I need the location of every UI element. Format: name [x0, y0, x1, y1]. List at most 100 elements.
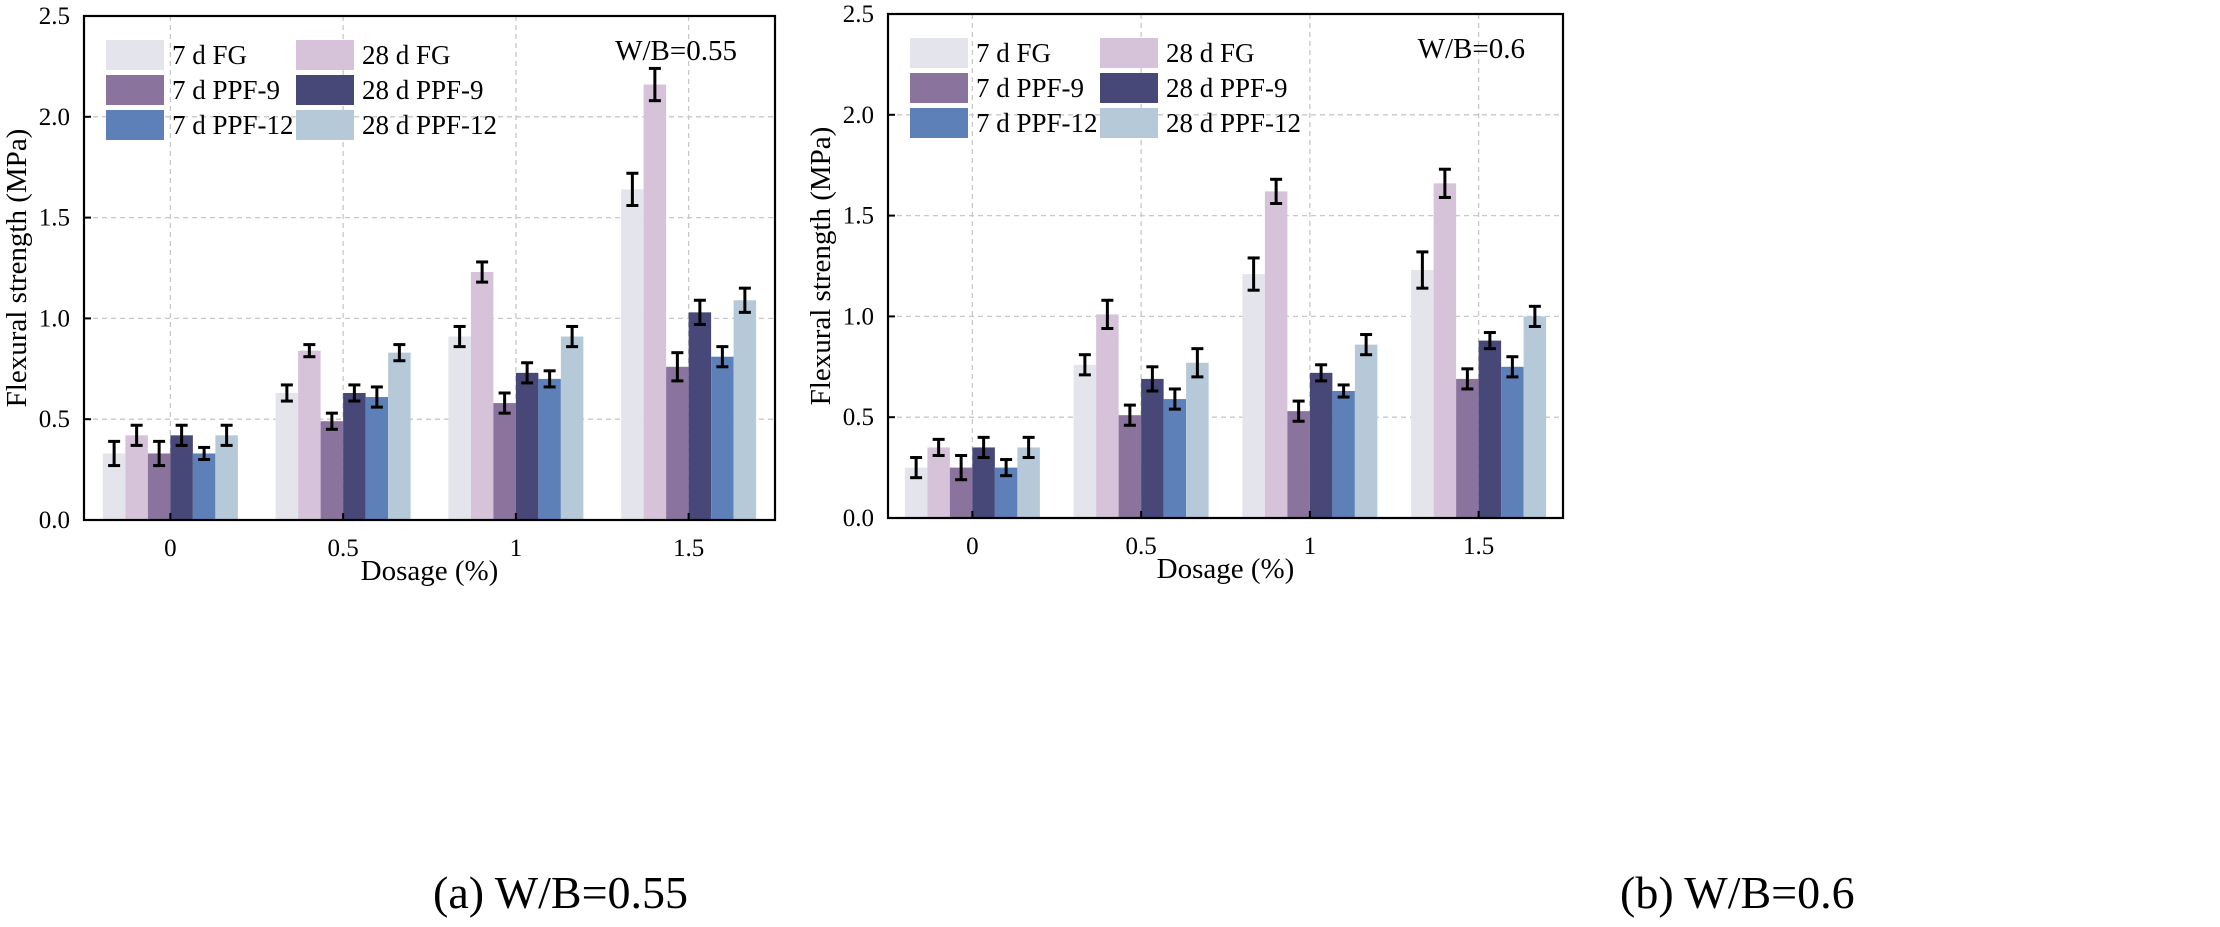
error-bar: [220, 423, 233, 447]
bar: [1141, 378, 1164, 518]
error-bar: [1191, 347, 1204, 379]
bar: [733, 300, 757, 520]
error-bar: [1078, 353, 1091, 377]
bar: [1287, 411, 1310, 518]
error-bar: [348, 383, 361, 403]
plot-frame: [82, 14, 777, 522]
x-tick-label: 0: [966, 533, 979, 560]
error-bar: [521, 361, 534, 385]
bar: [493, 403, 516, 520]
legend-label: 7 d PPF-12: [976, 108, 1098, 138]
legend: 7 d FG 28 d FG 7 d PPF-9 28 d PPF-9 7 d PPF-…: [106, 40, 497, 140]
legend-swatch: [106, 110, 164, 140]
error-bar: [1270, 177, 1283, 206]
legend-swatch: [1100, 73, 1158, 103]
bar: [365, 397, 389, 520]
legend-swatch: [1100, 108, 1158, 138]
bar: [1523, 316, 1547, 518]
bar: [1163, 399, 1187, 518]
error-bar: [453, 324, 466, 349]
x-axis-label: Dosage (%): [1157, 553, 1295, 585]
bar: [298, 350, 321, 520]
legend-swatch: [1100, 38, 1158, 68]
error-bar: [977, 435, 990, 460]
bar: [1332, 390, 1355, 518]
y-tick-label: 1.5: [843, 203, 874, 230]
legend-swatch: [910, 108, 968, 138]
bar: [666, 366, 689, 520]
bar: [470, 272, 494, 520]
legend-swatch: [910, 38, 968, 68]
bar: [643, 84, 667, 520]
error-bar: [1168, 387, 1181, 411]
bar: [388, 352, 411, 520]
y-tick-label: 2.0: [39, 104, 70, 131]
bar: [538, 378, 561, 520]
bar: [1118, 415, 1142, 518]
error-bar: [648, 66, 661, 103]
bar: [1433, 183, 1457, 518]
error-bar: [1000, 458, 1013, 478]
bar: [215, 435, 238, 520]
error-bar: [932, 437, 945, 458]
y-tick-label: 2.0: [843, 102, 874, 129]
bar: [621, 189, 644, 520]
legend-label: 7 d PPF-9: [976, 73, 1084, 103]
error-bar: [175, 423, 188, 447]
error-bar: [1101, 298, 1114, 330]
legend-label: 28 d PPF-12: [362, 110, 497, 140]
legend: 7 d FG 28 d FG 7 d PPF-9 28 d PPF-9 7 d PPF-…: [910, 38, 1301, 138]
bar: [1456, 378, 1479, 518]
y-tick-label: 0.0: [843, 505, 874, 532]
bar: [688, 312, 712, 520]
bar: [1242, 274, 1265, 518]
error-bar: [325, 411, 338, 431]
bar: [320, 421, 344, 520]
error-bar: [1360, 333, 1373, 357]
error-bar: [566, 324, 579, 349]
legend-label: 7 d PPF-12: [172, 110, 294, 140]
error-bar: [1461, 367, 1474, 391]
legend-label: 28 d PPF-12: [1166, 108, 1301, 138]
bar: [147, 453, 171, 520]
chart-panel-a: 0.0 0.5 1.0 1.5 2.0 2.5 0 0.5 1 1.5 Dosage (%) Flex…: [1, 3, 777, 587]
legend-label: 7 d PPF-9: [172, 75, 280, 105]
error-bar: [1337, 383, 1350, 399]
legend-label: 28 d PPF-9: [362, 75, 484, 105]
x-axis-label: Dosage (%): [361, 555, 499, 587]
x-tick-label: 1: [1304, 533, 1317, 560]
error-bar: [716, 345, 729, 369]
error-bar: [693, 298, 706, 326]
legend-swatch: [296, 110, 354, 140]
bar: [711, 356, 734, 520]
error-bar: [910, 456, 923, 480]
bar: [343, 392, 366, 520]
caption-b: (b) W/B=0.6: [1620, 867, 1855, 918]
bar: [515, 372, 539, 520]
legend-label: 7 d FG: [172, 40, 247, 70]
x-tick-label: 1.5: [673, 535, 704, 562]
error-bar: [1022, 435, 1035, 460]
legend-label: 7 d FG: [976, 38, 1051, 68]
bar: [102, 453, 126, 520]
bar: [1501, 366, 1524, 518]
bar: [1309, 372, 1333, 518]
y-axis-label: Flexural strength (MPa): [1, 129, 33, 408]
error-bar: [108, 439, 121, 468]
error-bar: [1315, 363, 1328, 383]
x-tick-label: 0.5: [1126, 533, 1157, 560]
bar: [904, 467, 928, 518]
error-bar: [1483, 331, 1496, 351]
error-bar: [476, 260, 489, 284]
error-bar: [1528, 304, 1541, 328]
error-bar: [1292, 399, 1305, 423]
legend-label: 28 d FG: [1166, 38, 1255, 68]
error-bar: [955, 454, 968, 482]
y-tick-label: 0.0: [39, 507, 70, 534]
plot-frame: [886, 12, 1565, 520]
y-tick-label: 2.5: [843, 1, 874, 28]
bar: [1411, 270, 1434, 518]
bar: [1264, 191, 1288, 518]
y-tick-label: 0.5: [843, 404, 874, 431]
